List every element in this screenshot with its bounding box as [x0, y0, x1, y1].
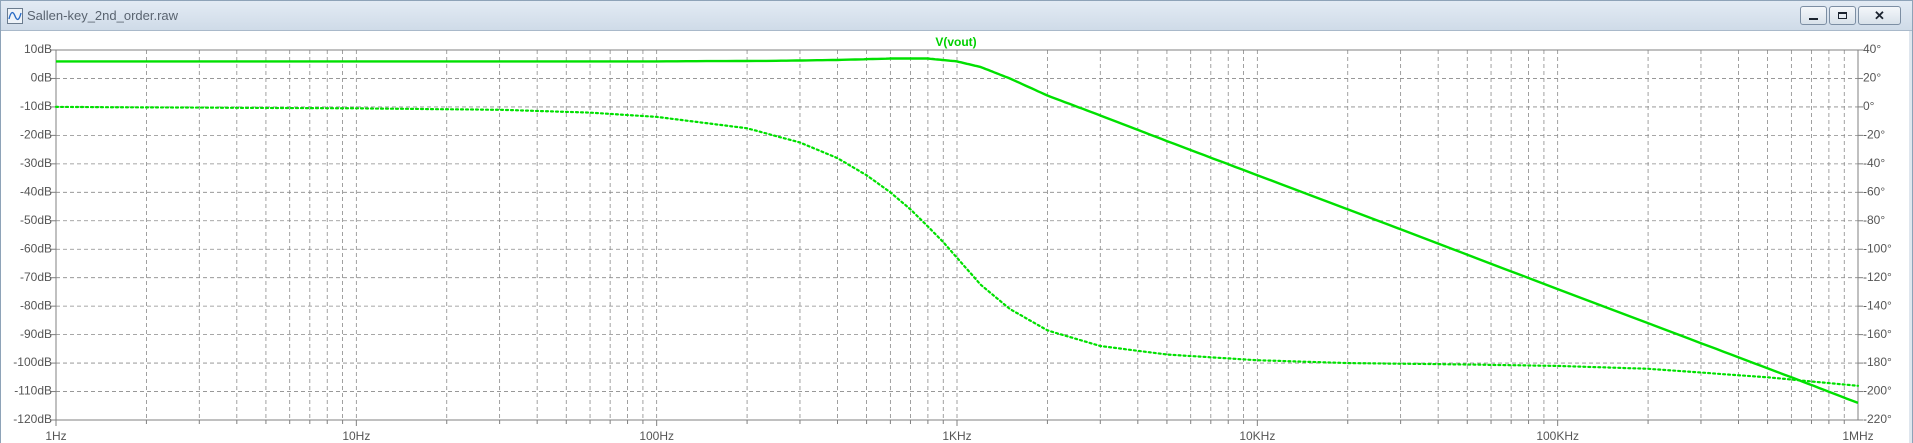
- y-tick-label-left: -60dB: [20, 241, 52, 255]
- y-tick-label-left: -110dB: [14, 384, 52, 398]
- y-tick-label-left: -30dB: [20, 156, 52, 170]
- maximize-button[interactable]: [1829, 6, 1856, 25]
- window-edge: [1909, 31, 1912, 443]
- y-tick-label-right: 0°: [1863, 99, 1875, 113]
- y-tick-label-right: 20°: [1863, 71, 1881, 85]
- y-tick-label-right: -80°: [1863, 213, 1885, 227]
- waveform-app-icon: [7, 8, 23, 24]
- minimize-icon: [1809, 17, 1818, 20]
- axis-ticks: [51, 49, 1863, 426]
- x-tick-label: 100Hz: [639, 429, 674, 443]
- y-tick-label-left: 0dB: [31, 71, 52, 85]
- title-bar[interactable]: Sallen-key_2nd_order.raw ✕: [1, 1, 1912, 31]
- traces: [54, 57, 1860, 405]
- y-tick-label-left: -20dB: [20, 128, 52, 142]
- y-tick-label-left: -70dB: [20, 270, 52, 284]
- plot-area[interactable]: 1Hz 10Hz 100Hz 1KHz 10KHz 100KHz 1MHz 10dB 0dB -1…: [1, 31, 1912, 443]
- y-tick-label-right: -120°: [1863, 270, 1892, 284]
- y-tick-label-right: -100°: [1863, 241, 1892, 255]
- grid: [56, 50, 1858, 420]
- magnitude-trace: [56, 57, 1859, 405]
- close-icon: ✕: [1874, 8, 1885, 23]
- y-tick-label-left: -10dB: [20, 99, 52, 113]
- y-tick-label-right: -160°: [1863, 327, 1892, 341]
- close-button[interactable]: ✕: [1858, 6, 1901, 25]
- y-tick-label-left: -90dB: [20, 327, 52, 341]
- y-tick-label-left: -80dB: [20, 298, 52, 312]
- x-tick-label: 100KHz: [1536, 429, 1579, 443]
- y-tick-label-left: -100dB: [13, 355, 52, 369]
- y-tick-label-right: 40°: [1863, 42, 1881, 56]
- minimize-button[interactable]: [1800, 6, 1827, 25]
- x-tick-label: 1MHz: [1842, 429, 1873, 443]
- x-tick-label: 1Hz: [45, 429, 66, 443]
- y-tick-label-right: -220°: [1863, 412, 1892, 426]
- y-tick-label-right: -60°: [1863, 184, 1885, 198]
- phase-trace: [54, 105, 1860, 387]
- window-title: Sallen-key_2nd_order.raw: [27, 8, 179, 23]
- trace-label[interactable]: V(vout): [935, 35, 976, 49]
- axis-tick-labels: 1Hz 10Hz 100Hz 1KHz 10KHz 100KHz 1MHz 10dB 0dB -1…: [13, 42, 1892, 443]
- x-tick-label: 10KHz: [1239, 429, 1275, 443]
- x-tick-label: 1KHz: [942, 429, 971, 443]
- chart-svg[interactable]: 1Hz 10Hz 100Hz 1KHz 10KHz 100KHz 1MHz 10dB 0dB -1…: [1, 31, 1912, 443]
- maximize-icon: [1838, 12, 1847, 19]
- y-tick-label-right: -180°: [1863, 355, 1892, 369]
- y-tick-label-left: 10dB: [24, 42, 52, 56]
- y-tick-label-left: -40dB: [20, 184, 52, 198]
- y-tick-label-left: -50dB: [20, 213, 52, 227]
- y-tick-label-right: -40°: [1863, 156, 1885, 170]
- y-tick-label-right: -140°: [1863, 298, 1892, 312]
- y-tick-label-right: -20°: [1863, 128, 1885, 142]
- x-tick-label: 10Hz: [342, 429, 370, 443]
- y-tick-label-left: -120dB: [13, 412, 52, 426]
- y-tick-label-right: -200°: [1863, 384, 1892, 398]
